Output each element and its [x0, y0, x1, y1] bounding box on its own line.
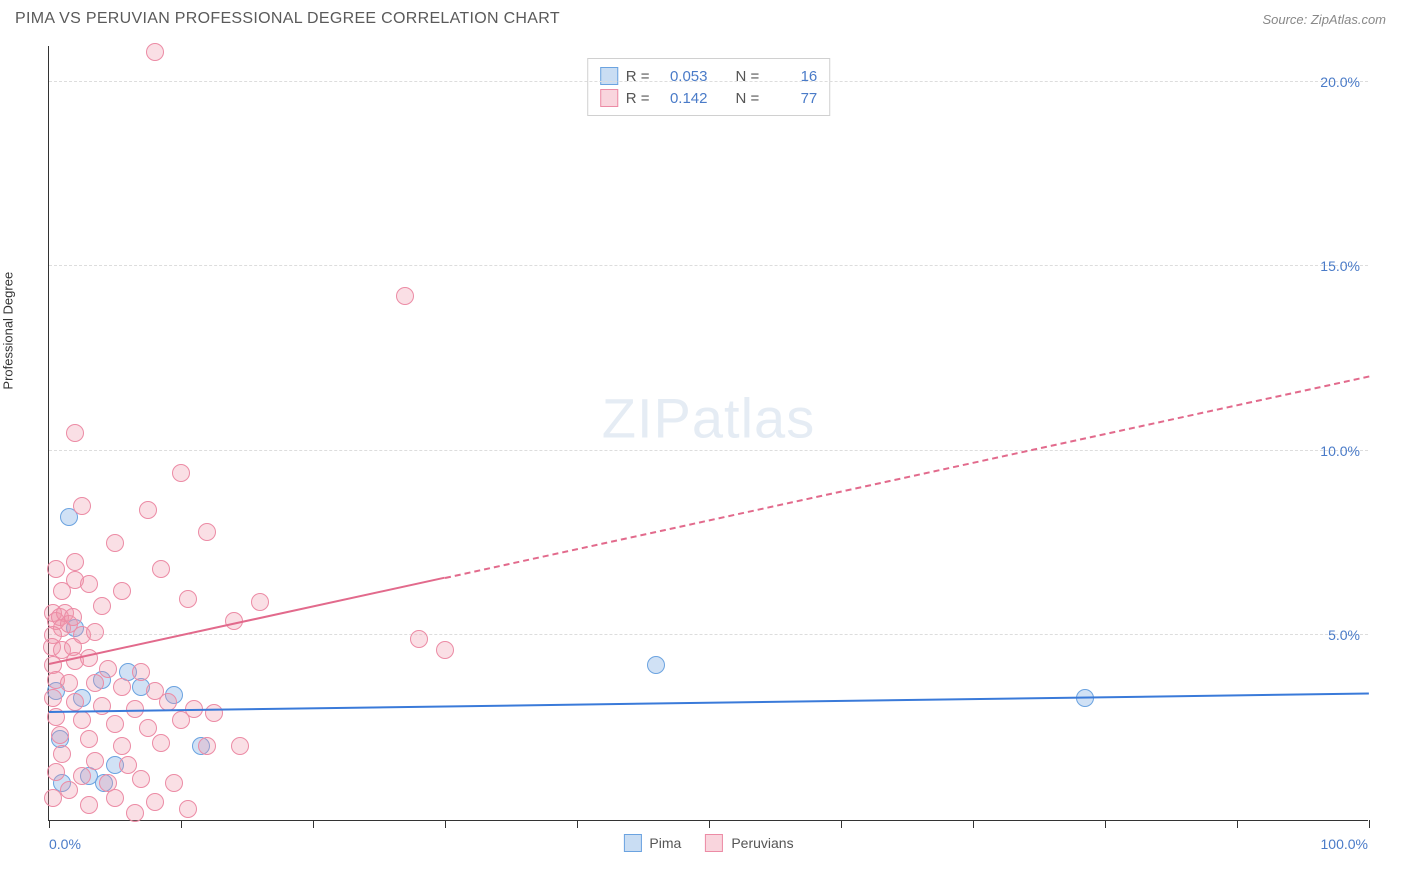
legend-swatch: [600, 89, 618, 107]
x-tick: [1369, 820, 1370, 828]
scatter-point: [86, 752, 104, 770]
stats-legend-box: R =0.053N =16R =0.142N =77: [587, 58, 831, 116]
scatter-point: [152, 560, 170, 578]
scatter-point: [73, 497, 91, 515]
scatter-point: [146, 43, 164, 61]
chart-container: Professional Degree ZIPatlas R =0.053N =…: [18, 36, 1388, 846]
scatter-point: [64, 608, 82, 626]
legend-swatch: [600, 67, 618, 85]
scatter-point: [198, 737, 216, 755]
scatter-point: [113, 582, 131, 600]
chart-header: PIMA VS PERUVIAN PROFESSIONAL DEGREE COR…: [0, 0, 1406, 36]
scatter-point: [51, 726, 69, 744]
scatter-point: [106, 534, 124, 552]
scatter-point: [106, 789, 124, 807]
scatter-point: [60, 781, 78, 799]
x-tick: [49, 820, 50, 828]
scatter-point: [198, 523, 216, 541]
y-tick-label: 20.0%: [1320, 74, 1360, 90]
scatter-point: [44, 789, 62, 807]
gridline: [49, 450, 1368, 451]
scatter-point: [93, 597, 111, 615]
scatter-point: [47, 560, 65, 578]
scatter-point: [106, 715, 124, 733]
scatter-point: [159, 693, 177, 711]
legend-item: Pima: [623, 834, 681, 852]
legend-item: Peruvians: [705, 834, 793, 852]
scatter-point: [396, 287, 414, 305]
scatter-point: [73, 767, 91, 785]
scatter-point: [113, 737, 131, 755]
scatter-point: [99, 660, 117, 678]
scatter-point: [231, 737, 249, 755]
x-tick: [577, 820, 578, 828]
x-tick: [841, 820, 842, 828]
scatter-point: [119, 756, 137, 774]
scatter-point: [86, 674, 104, 692]
scatter-point: [179, 590, 197, 608]
scatter-point: [66, 693, 84, 711]
plot-area: ZIPatlas R =0.053N =16R =0.142N =77 Pima…: [48, 46, 1368, 821]
x-tick: [181, 820, 182, 828]
scatter-point: [132, 663, 150, 681]
scatter-point: [172, 464, 190, 482]
scatter-point: [73, 711, 91, 729]
scatter-point: [60, 674, 78, 692]
scatter-point: [139, 719, 157, 737]
scatter-point: [53, 745, 71, 763]
trend-line: [49, 577, 445, 665]
x-tick: [1105, 820, 1106, 828]
y-axis-label: Professional Degree: [1, 272, 16, 390]
scatter-point: [80, 796, 98, 814]
trend-line: [445, 375, 1369, 578]
scatter-point: [44, 689, 62, 707]
x-axis-start-label: 0.0%: [49, 836, 81, 852]
scatter-point: [66, 424, 84, 442]
chart-title: PIMA VS PERUVIAN PROFESSIONAL DEGREE COR…: [15, 10, 560, 28]
x-tick: [445, 820, 446, 828]
scatter-point: [126, 804, 144, 822]
scatter-point: [53, 582, 71, 600]
trend-line: [49, 693, 1369, 713]
scatter-point: [80, 730, 98, 748]
scatter-point: [436, 641, 454, 659]
x-tick: [973, 820, 974, 828]
gridline: [49, 634, 1368, 635]
scatter-point: [113, 678, 131, 696]
scatter-point: [47, 763, 65, 781]
scatter-point: [80, 575, 98, 593]
watermark: ZIPatlas: [602, 385, 815, 450]
source-attribution: Source: ZipAtlas.com: [1262, 12, 1386, 27]
scatter-point: [251, 593, 269, 611]
scatter-point: [410, 630, 428, 648]
scatter-point: [132, 770, 150, 788]
scatter-point: [139, 501, 157, 519]
x-tick: [313, 820, 314, 828]
scatter-point: [165, 774, 183, 792]
x-tick: [709, 820, 710, 828]
scatter-point: [86, 623, 104, 641]
x-tick: [1237, 820, 1238, 828]
stats-row: R =0.053N =16: [600, 65, 818, 87]
gridline: [49, 81, 1368, 82]
legend-label: Peruvians: [731, 835, 793, 851]
legend-label: Pima: [649, 835, 681, 851]
scatter-point: [179, 800, 197, 818]
scatter-point: [152, 734, 170, 752]
gridline: [49, 265, 1368, 266]
y-tick-label: 5.0%: [1328, 627, 1360, 643]
y-tick-label: 10.0%: [1320, 443, 1360, 459]
series-legend: Pima Peruvians: [623, 834, 793, 852]
scatter-point: [146, 793, 164, 811]
scatter-point: [172, 711, 190, 729]
x-axis-end-label: 100.0%: [1321, 836, 1368, 852]
scatter-point: [205, 704, 223, 722]
legend-swatch: [623, 834, 641, 852]
scatter-point: [66, 553, 84, 571]
y-tick-label: 15.0%: [1320, 258, 1360, 274]
legend-swatch: [705, 834, 723, 852]
stats-row: R =0.142N =77: [600, 87, 818, 109]
scatter-point: [647, 656, 665, 674]
